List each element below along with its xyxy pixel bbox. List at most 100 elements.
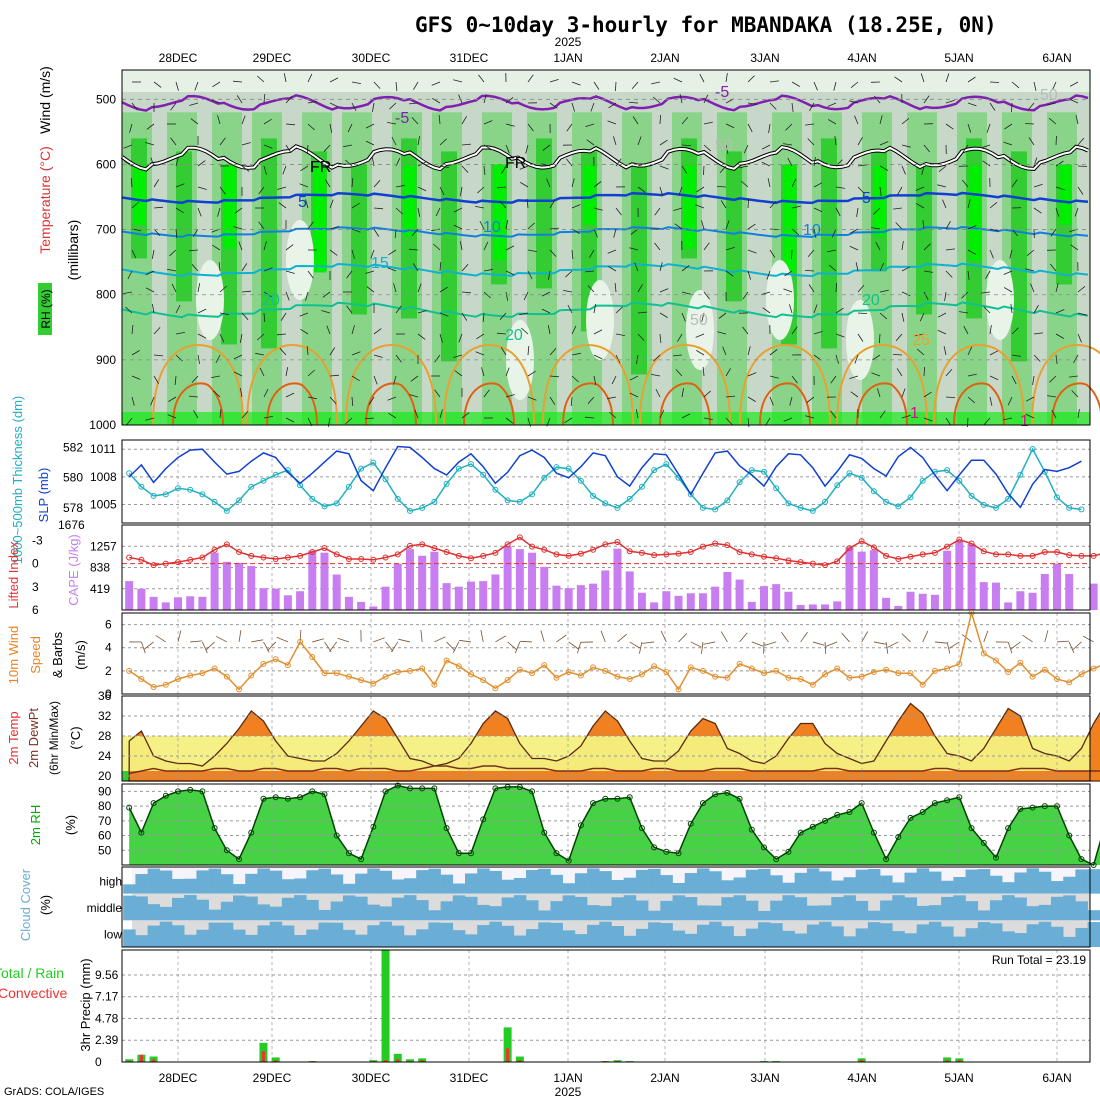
upper-wind-barb bbox=[373, 375, 378, 385]
upper-wind-barb bbox=[813, 182, 823, 188]
upper-wind-barb bbox=[989, 228, 999, 232]
upper-wind-barb bbox=[505, 97, 514, 104]
thickness-point bbox=[236, 497, 243, 504]
wind10-barb bbox=[577, 641, 582, 654]
cloud-bar bbox=[159, 906, 173, 921]
thickness-point bbox=[211, 498, 218, 505]
cloud-bar bbox=[782, 882, 795, 894]
wind10-point bbox=[187, 672, 194, 679]
rh2m-point bbox=[968, 825, 975, 832]
precip-total-bar bbox=[125, 1059, 134, 1062]
upper-wind-barb bbox=[1033, 332, 1043, 335]
cape-bar bbox=[149, 596, 158, 610]
wind10-barb bbox=[961, 634, 972, 643]
cloud-bar bbox=[684, 873, 698, 894]
cloud-bar bbox=[562, 895, 576, 921]
date-label-top: 3JAN bbox=[750, 51, 779, 65]
rh2m-point bbox=[565, 857, 572, 864]
cape-bar bbox=[894, 605, 903, 610]
upper-wind-barb bbox=[725, 417, 733, 425]
upper-wind-barb bbox=[175, 81, 179, 91]
upper-wind-barb bbox=[431, 81, 441, 86]
cloud-bar bbox=[648, 910, 661, 921]
upper-wind-barb bbox=[784, 270, 793, 277]
thickness-point bbox=[1005, 495, 1012, 502]
cape-bar bbox=[662, 591, 671, 610]
upper-wind-barb bbox=[169, 249, 177, 257]
cloud-bar bbox=[819, 921, 832, 947]
upper-wind-barb bbox=[769, 375, 779, 379]
upper-wind-barb bbox=[461, 312, 468, 321]
upper-wind-barb bbox=[215, 354, 221, 364]
wind10-point bbox=[809, 681, 816, 688]
cloud-bar bbox=[123, 895, 136, 921]
cape-bar bbox=[198, 596, 207, 610]
upper-wind-barb bbox=[982, 160, 991, 167]
contour-label: 50 bbox=[715, 137, 733, 154]
cloud-bar bbox=[1051, 926, 1064, 947]
cloud-bar bbox=[489, 921, 502, 947]
lifted-index-point bbox=[321, 545, 328, 552]
wind10-point bbox=[309, 653, 316, 660]
upper-wind-barb bbox=[695, 204, 705, 209]
cloud-bar bbox=[147, 925, 161, 947]
upper-wind-barb bbox=[192, 228, 199, 237]
wind10-barb bbox=[140, 641, 146, 654]
wind10-point bbox=[797, 675, 804, 682]
lifted-index-point bbox=[419, 541, 426, 548]
upper-wind-barb bbox=[961, 179, 969, 188]
cape-ytick: 1257 bbox=[90, 539, 117, 553]
cloud-level-label: middle bbox=[87, 901, 123, 915]
upper-wind-barb bbox=[725, 123, 735, 129]
cape-bar bbox=[991, 582, 1000, 610]
thickness-point bbox=[419, 504, 426, 511]
wind10-barb bbox=[678, 633, 688, 643]
upper-wind-barb bbox=[546, 178, 551, 188]
precip-total-bar bbox=[613, 1060, 622, 1062]
upper-ylabel-units: (millibars) bbox=[65, 220, 81, 281]
cloud-bar bbox=[855, 928, 869, 947]
cape-bar bbox=[369, 606, 378, 610]
upper-wind-barb bbox=[655, 388, 661, 398]
upper-wind-barb bbox=[681, 413, 691, 419]
upper-wind-barb bbox=[1077, 333, 1082, 343]
upper-wind-barb bbox=[703, 390, 711, 398]
upper-wind-barb bbox=[813, 354, 822, 361]
precip-ytick: 4.78 bbox=[95, 1011, 119, 1025]
lifted-index-point bbox=[443, 549, 450, 556]
upper-wind-barb bbox=[174, 375, 177, 386]
wind10-barb bbox=[639, 641, 643, 654]
cloud-bar bbox=[953, 877, 966, 894]
upper-wind-barb bbox=[1011, 327, 1019, 335]
thickness-point bbox=[223, 507, 230, 514]
wind10-barb bbox=[781, 631, 789, 643]
upper-wind-barb bbox=[807, 138, 815, 146]
upper-wind-barb bbox=[168, 396, 177, 402]
cloud-bar bbox=[721, 897, 734, 921]
upper-wind-barb bbox=[387, 396, 397, 401]
upper-wind-barb bbox=[395, 354, 402, 363]
wind10-barb bbox=[812, 641, 825, 646]
rh2m-point bbox=[712, 791, 719, 798]
upper-wind-barb bbox=[1007, 396, 1013, 406]
upper-wind-barb bbox=[747, 123, 753, 133]
upper-wind-barb bbox=[945, 123, 954, 130]
upper-wind-barb bbox=[986, 123, 991, 133]
upper-wind-barb bbox=[549, 79, 559, 83]
wind10-point bbox=[712, 673, 719, 680]
upper-wind-barb bbox=[915, 333, 925, 337]
upper-wind-barb bbox=[305, 291, 309, 301]
isotherm-30 bbox=[759, 382, 811, 426]
lifted-index-point bbox=[516, 534, 523, 541]
cloud-bar bbox=[623, 895, 637, 921]
upper-wind-barb bbox=[896, 368, 903, 377]
upper-wind-barb bbox=[901, 312, 905, 322]
contour-label: 20 bbox=[505, 327, 523, 344]
cape-bar bbox=[613, 548, 622, 610]
upper-wind-barb bbox=[587, 285, 595, 293]
cloud-bar bbox=[147, 904, 161, 921]
lifted-index-point bbox=[614, 539, 621, 545]
date-label-bottom: 30DEC bbox=[352, 1071, 391, 1085]
wind10-point bbox=[980, 650, 987, 657]
upper-wind-barb bbox=[791, 205, 801, 209]
